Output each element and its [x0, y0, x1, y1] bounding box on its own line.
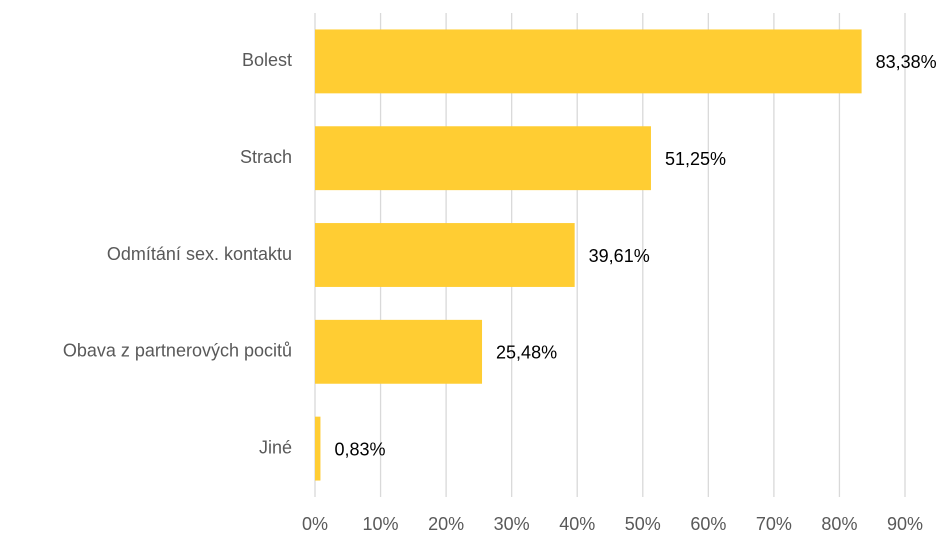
x-tick-label: 70%: [756, 514, 792, 534]
bar: [315, 126, 651, 191]
y-tick-label: Odmítání sex. kontaktu: [107, 244, 292, 264]
bar: [315, 29, 862, 94]
x-tick-label: 90%: [887, 514, 923, 534]
y-tick-label: Strach: [240, 147, 292, 167]
y-tick-label: Obava z partnerových pocitů: [63, 341, 292, 361]
data-label: 51,25%: [665, 149, 726, 169]
data-label: 39,61%: [589, 246, 650, 266]
bar: [315, 319, 483, 384]
data-label: 25,48%: [496, 343, 557, 363]
bar: [315, 223, 575, 287]
y-tick-label: Jiné: [259, 437, 292, 457]
x-tick-label: 10%: [363, 514, 399, 534]
x-tick-label: 50%: [625, 514, 661, 534]
x-tick-label: 0%: [302, 514, 328, 534]
bar: [315, 416, 321, 481]
x-tick-label: 20%: [428, 514, 464, 534]
x-tick-label: 60%: [690, 514, 726, 534]
x-tick-label: 80%: [821, 514, 857, 534]
x-tick-label: 30%: [494, 514, 530, 534]
data-label: 0,83%: [334, 439, 385, 459]
x-tick-label: 40%: [559, 514, 595, 534]
data-label: 83,38%: [876, 52, 937, 72]
y-tick-label: Bolest: [242, 50, 292, 70]
